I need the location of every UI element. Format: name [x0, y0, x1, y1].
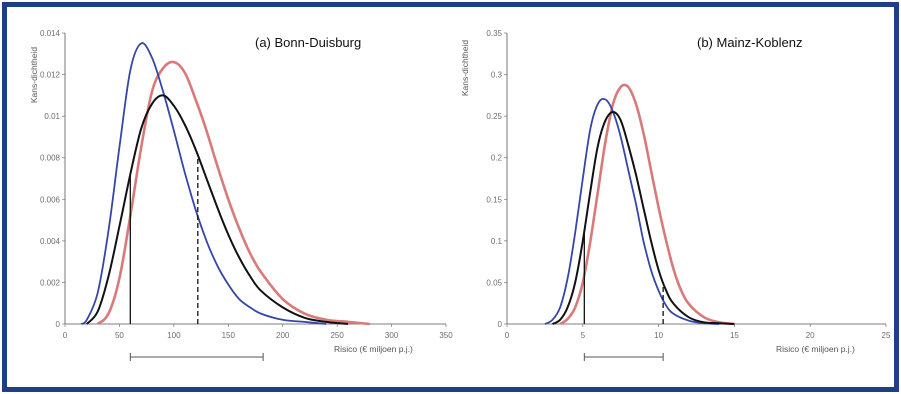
y-tick-label: 0.01 [44, 112, 60, 121]
x-tick-label: 0 [63, 331, 68, 340]
x-tick-label: 15 [730, 331, 739, 340]
panel-a-ylabel: Kans-dichtheid [29, 47, 39, 104]
x-tick-label: 350 [439, 331, 453, 340]
y-tick-label: 0.012 [40, 71, 61, 80]
blue-series-line [80, 42, 327, 325]
panel-b-ylabel: Kans-dichtheid [460, 40, 470, 97]
panel-bonn-duisburg: 0 0.002 0.004 0.006 0.008 0.01 0.012 0.014 0 50 10… [40, 29, 453, 361]
x-tick-label: 10 [654, 331, 663, 340]
y-tick-label: 0.05 [486, 278, 502, 287]
x-tick-label: 25 [882, 331, 891, 340]
y-tick-label: 0.008 [40, 154, 61, 163]
black-series-line [551, 111, 735, 325]
y-tick-label: 0 [56, 320, 61, 329]
red-series-line [96, 60, 370, 326]
panel-a-xlabel: Risico (€ miljoen p.j.) [334, 344, 413, 354]
x-tick-label: 150 [222, 331, 236, 340]
x-tick-label: 200 [276, 331, 290, 340]
blue-series-line [544, 97, 720, 325]
y-tick-label: 0.004 [40, 237, 61, 246]
y-tick-label: 0.35 [486, 29, 502, 38]
x-tick-label: 250 [330, 331, 344, 340]
x-tick-label: 5 [581, 331, 586, 340]
x-tick-label: 100 [167, 331, 181, 340]
x-tick-label: 50 [115, 331, 124, 340]
y-tick-label: 0.002 [40, 278, 61, 287]
x-tick-label: 0 [505, 331, 510, 340]
panel-mainz-koblenz: 0 0.05 0.1 0.15 0.2 0.25 0.3 0.35 0 5 10 15 20 25 [486, 29, 891, 361]
y-tick-label: 0.1 [491, 237, 503, 246]
y-tick-label: 0.006 [40, 195, 61, 204]
y-tick-label: 0.15 [486, 195, 502, 204]
red-series-line [559, 83, 735, 326]
panel-a-title: (a) Bonn-Duisburg [255, 35, 361, 50]
y-tick-label: 0.014 [40, 29, 61, 38]
y-tick-label: 0.3 [491, 71, 503, 80]
black-series-line [86, 94, 349, 325]
x-tick-label: 20 [806, 331, 815, 340]
y-tick-label: 0.2 [491, 154, 503, 163]
y-tick-label: 0.25 [486, 112, 502, 121]
panel-b-xlabel: Risico (€ miljoen p.j.) [776, 344, 855, 354]
x-tick-label: 300 [385, 331, 399, 340]
panel-b-title: (b) Mainz-Koblenz [697, 35, 803, 50]
y-tick-label: 0 [498, 320, 503, 329]
